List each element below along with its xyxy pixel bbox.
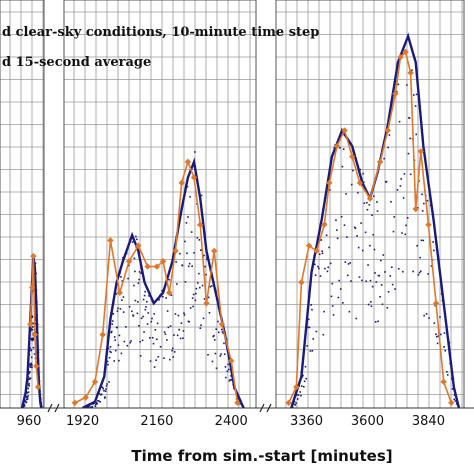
marker-15s-average: [190, 174, 198, 181]
marker-15s-average: [376, 158, 384, 166]
marker-15s-average: [210, 247, 218, 255]
marker-15s-average: [417, 148, 425, 155]
marker-15s-average: [218, 321, 226, 328]
marker-15s-average: [184, 158, 192, 166]
marker-15s-average: [397, 53, 404, 61]
series-line-clear-sky: [82, 157, 245, 408]
marker-15s-average: [448, 399, 455, 406]
marker-15s-average: [305, 242, 313, 249]
gridlines: [0, 0, 44, 408]
legend: d clear-sky conditions, 10-minute time s…: [2, 25, 319, 70]
marker-15s-average: [234, 399, 241, 406]
marker-15s-average: [366, 195, 374, 202]
marker-15s-average: [34, 383, 42, 391]
series-line-clear-sky: [290, 32, 461, 408]
marker-15s-average: [71, 399, 79, 406]
series-line-15s-average: [29, 256, 39, 388]
x-tick-label: 1920: [66, 414, 99, 429]
marker-15s-average: [31, 331, 39, 338]
x-tick-label: 2160: [140, 414, 173, 429]
marker-15s-average: [392, 90, 399, 97]
marker-15s-average: [178, 179, 185, 187]
marker-15s-average: [326, 179, 333, 187]
marker-15s-average: [285, 399, 292, 406]
marker-15s-average: [356, 179, 364, 187]
marker-15s-average: [125, 258, 133, 265]
marker-15s-average: [99, 331, 106, 338]
marker-15s-average: [116, 289, 123, 296]
marker-15s-average: [313, 247, 320, 255]
marker-15s-average: [432, 300, 440, 307]
x-tick-label: 960: [17, 414, 42, 429]
legend-entry-15s-average: d 15-second average: [2, 55, 151, 70]
marker-15s-average: [135, 242, 142, 249]
marker-15s-average: [407, 69, 414, 77]
marker-15s-average: [159, 258, 167, 265]
x-axis-label: Time from sim.-start [minutes]: [131, 447, 392, 465]
marker-15s-average: [298, 279, 305, 286]
legend-entry-clear-sky: d clear-sky conditions, 10-minute time s…: [2, 25, 319, 40]
x-tick-label: 3600: [351, 414, 384, 429]
marker-15s-average: [349, 153, 356, 160]
marker-15s-average: [144, 263, 151, 270]
panel-2: 1920 2160 2400: [63, 0, 257, 429]
marker-15s-average: [321, 221, 328, 228]
plot-panels: 960 1920 2160 2400 3360 3600 3840: [0, 0, 474, 429]
marker-15s-average: [384, 127, 391, 134]
marker-15s-average: [33, 362, 40, 370]
x-tick-label: 3360: [290, 414, 323, 429]
marker-15s-average: [107, 237, 114, 244]
marker-15s-average: [28, 284, 36, 291]
marker-15s-average: [197, 221, 204, 228]
panel-3: 3360 3600 3840: [275, 0, 465, 429]
marker-15s-average: [402, 48, 409, 56]
marker-15s-average: [293, 383, 300, 391]
marker-15s-average: [166, 289, 173, 296]
marker-15s-average: [203, 300, 210, 307]
marker-15s-average: [153, 263, 161, 270]
x-tick-label: 2400: [215, 414, 248, 429]
series-line-15s-average: [74, 159, 239, 404]
marker-15s-average: [91, 378, 99, 386]
marker-15s-average: [333, 142, 341, 150]
marker-15s-average: [172, 247, 179, 255]
marker-15s-average: [82, 394, 89, 401]
marker-15s-average: [341, 127, 348, 134]
marker-15s-average: [425, 221, 432, 228]
marker-15s-average: [228, 357, 235, 365]
marker-15s-average: [412, 205, 419, 213]
marker-15s-average: [27, 321, 34, 328]
x-tick-label: 3840: [412, 414, 445, 429]
marker-15s-average: [440, 378, 447, 386]
marker-15s-average: [30, 252, 37, 260]
